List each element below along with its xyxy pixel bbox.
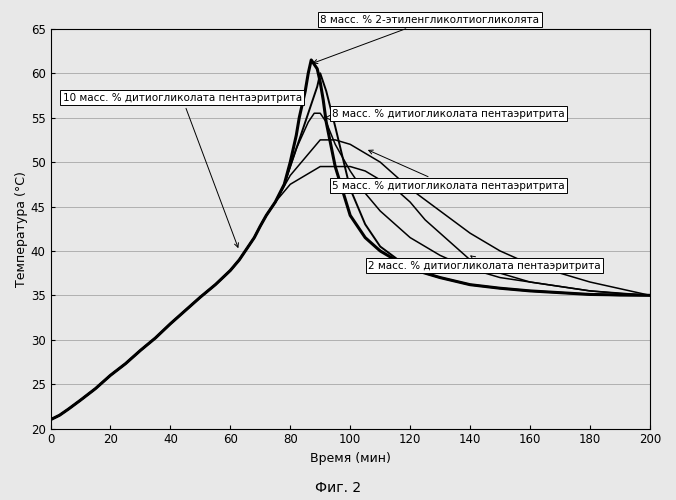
Y-axis label: Температура (°C): Температура (°C): [15, 171, 28, 286]
Text: Фиг. 2: Фиг. 2: [315, 481, 361, 495]
Text: 10 масс. % дитиогликолата пентаэритрита: 10 масс. % дитиогликолата пентаэритрита: [62, 93, 301, 248]
Text: 2 масс. % дитиогликолата пентаэритрита: 2 масс. % дитиогликолата пентаэритрита: [368, 256, 601, 270]
Text: 8 масс. % 2-этиленгликолтиогликолята: 8 масс. % 2-этиленгликолтиогликолята: [314, 15, 539, 64]
Text: 8 масс. % дитиогликолата пентаэритрита: 8 масс. % дитиогликолата пентаэритрита: [326, 109, 565, 120]
Text: 5 масс. % дитиогликолата пентаэритрита: 5 масс. % дитиогликолата пентаэритрита: [332, 150, 565, 190]
X-axis label: Время (мин): Время (мин): [310, 452, 391, 465]
